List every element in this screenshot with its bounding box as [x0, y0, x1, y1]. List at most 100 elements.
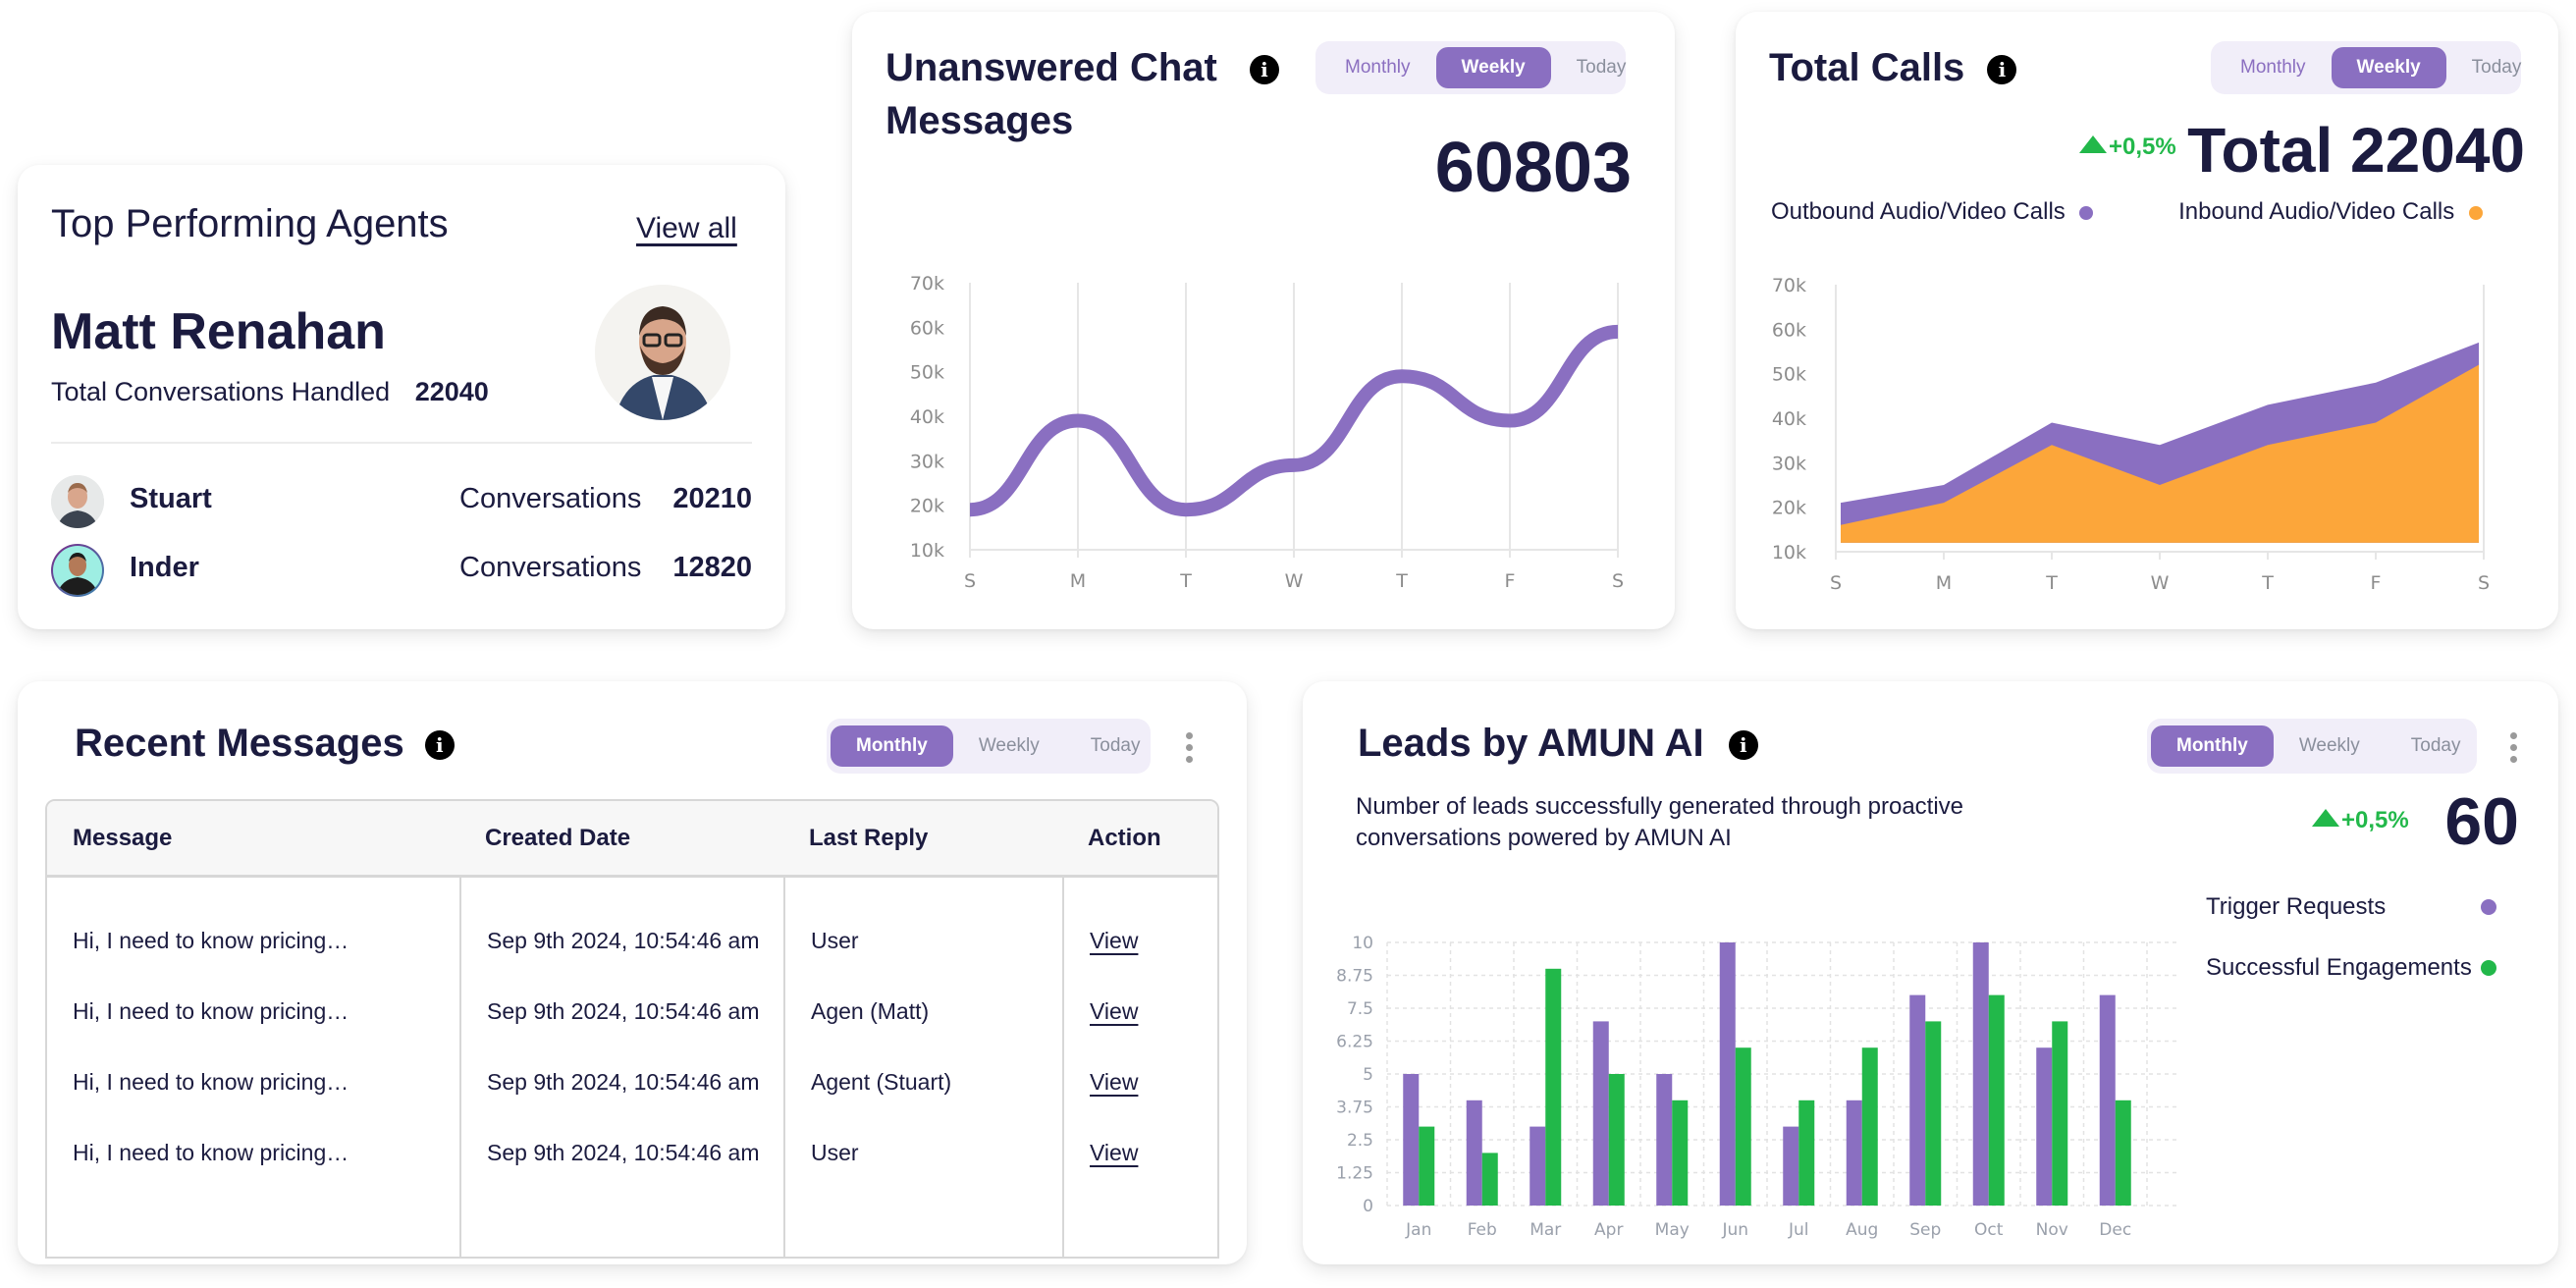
agent-name: Inder: [130, 552, 199, 583]
tab-today[interactable]: Today: [1576, 57, 1627, 78]
tab-today[interactable]: Today: [1090, 735, 1141, 756]
x-tick-label: T: [2045, 572, 2058, 594]
info-icon[interactable]: i: [1987, 55, 2017, 85]
leads-description-line: conversations powered by AMUN AI: [1356, 825, 1732, 851]
tab-weekly[interactable]: Weekly: [2298, 735, 2360, 756]
x-tick-label: May: [1655, 1220, 1690, 1240]
info-icon[interactable]: i: [1728, 730, 1758, 761]
unanswered-total: 60803: [1434, 129, 1632, 207]
bar-successful-engagements: [1481, 1153, 1498, 1206]
y-tick-label: 60k: [1772, 319, 1806, 341]
bar-trigger-requests: [2099, 994, 2116, 1206]
view-link[interactable]: View: [1090, 997, 1139, 1024]
divider: [51, 442, 752, 444]
view-all-link[interactable]: View all: [636, 212, 737, 244]
leads-card: Leads by AMUN AI i Monthly Weekly Today …: [1303, 681, 2558, 1264]
table-row: Hi, I need to know pricing… Sep 9th 2024…: [47, 1046, 1217, 1117]
calls-total: Total 22040: [2187, 115, 2525, 186]
x-tick-label: Apr: [1594, 1220, 1623, 1240]
leads-title-text: Leads by AMUN AI: [1358, 722, 1704, 765]
created-date-cell: Sep 9th 2024, 10:54:46 am: [459, 976, 783, 1046]
x-tick-label: Feb: [1468, 1220, 1497, 1240]
x-tick-label: F: [1505, 570, 1516, 592]
agent-name: Stuart: [130, 483, 212, 514]
unanswered-line-chart: 10k 20k 30k 40k 50k 60k 70k S M T W T F S: [910, 273, 1624, 592]
top-agents-title: Top Performing Agents: [51, 202, 449, 245]
bar-trigger-requests: [1403, 1074, 1420, 1206]
tab-today[interactable]: Today: [2410, 735, 2461, 756]
y-tick-label: 5: [1363, 1065, 1373, 1085]
y-tick-label: 20k: [910, 496, 944, 517]
period-toggle: Monthly Weekly Today: [1315, 41, 1626, 94]
message-cell: Hi, I need to know pricing…: [73, 1139, 349, 1165]
total-calls-area-chart: 10k 20k 30k 40k 50k 60k 70k S M T W T F S: [1772, 275, 2490, 594]
bar-successful-engagements: [1608, 1074, 1625, 1206]
tab-weekly[interactable]: Weekly: [2331, 47, 2446, 88]
y-tick-label: 30k: [1772, 453, 1806, 474]
view-link[interactable]: View: [1090, 1068, 1139, 1095]
more-options-icon[interactable]: [2506, 732, 2520, 763]
last-reply-cell: User: [783, 1117, 1062, 1188]
bar-trigger-requests: [1592, 1021, 1609, 1206]
calls-legend: Outbound Audio/Video Calls Inbound Audio…: [1771, 198, 2483, 226]
top-agents-card: Top Performing Agents View all Matt Rena…: [18, 165, 785, 629]
last-reply-cell: Agent (Stuart): [783, 1046, 1062, 1117]
recent-messages-card: Recent Messages i Monthly Weekly Today: [18, 681, 1247, 1264]
bar-trigger-requests: [1530, 1126, 1546, 1206]
trend-up-icon: [2312, 809, 2339, 827]
unanswered-title-line1: Unanswered Chat: [886, 46, 1217, 89]
y-tick-label: 8.75: [1336, 967, 1373, 987]
period-toggle: Monthly Weekly Today: [2211, 41, 2521, 94]
x-tick-label: S: [1612, 570, 1624, 592]
legend-item-successful: Successful Engagements: [2206, 954, 2520, 1015]
column-header-message[interactable]: Message: [47, 801, 459, 878]
action-cell: View: [1062, 1046, 1217, 1117]
y-tick-label: 50k: [910, 362, 944, 384]
tab-monthly[interactable]: Monthly: [2240, 57, 2306, 78]
bar-successful-engagements: [1861, 1047, 1878, 1206]
y-tick-label: 70k: [1772, 275, 1806, 296]
tab-monthly[interactable]: Monthly: [2151, 725, 2274, 767]
tab-today[interactable]: Today: [2471, 57, 2522, 78]
legend-label: Inbound Audio/Video Calls: [2178, 198, 2455, 225]
x-tick-label: T: [1395, 570, 1408, 592]
message-cell: Hi, I need to know pricing…: [73, 927, 349, 953]
bar-trigger-requests: [1719, 942, 1736, 1206]
unanswered-title-line2: Messages: [886, 99, 1074, 142]
column-header-action[interactable]: Action: [1062, 801, 1217, 878]
agent-row: Stuart Conversations 20210: [51, 475, 752, 530]
x-tick-label: S: [964, 570, 976, 592]
table-row: Hi, I need to know pricing… Sep 9th 2024…: [47, 976, 1217, 1046]
tab-monthly[interactable]: Monthly: [831, 725, 953, 767]
x-tick-label: W: [1285, 570, 1304, 592]
info-icon[interactable]: i: [424, 730, 455, 761]
tab-weekly[interactable]: Weekly: [978, 735, 1040, 756]
info-icon[interactable]: i: [1249, 55, 1279, 85]
leads-change: +0,5%: [2312, 807, 2409, 834]
tab-monthly[interactable]: Monthly: [1345, 57, 1411, 78]
column-header-last-reply[interactable]: Last Reply: [783, 801, 1062, 878]
more-options-icon[interactable]: [1182, 732, 1196, 763]
bar-successful-engagements: [1419, 1126, 1435, 1206]
recent-messages-title-text: Recent Messages: [75, 722, 404, 765]
y-tick-label: 50k: [1772, 364, 1806, 386]
created-date-cell: Sep 9th 2024, 10:54:46 am: [459, 905, 783, 976]
bar-successful-engagements: [1798, 1100, 1815, 1206]
calls-change-value: +0,5%: [2109, 134, 2176, 160]
x-tick-label: Aug: [1846, 1220, 1878, 1240]
view-link[interactable]: View: [1090, 927, 1139, 953]
x-tick-label: Dec: [2099, 1220, 2131, 1240]
x-tick-label: Nov: [2036, 1220, 2068, 1240]
tab-weekly[interactable]: Weekly: [1435, 47, 1551, 88]
y-tick-label: 10: [1352, 934, 1373, 953]
agent-avatar-stuart: [51, 475, 104, 528]
y-tick-label: 7.5: [1347, 999, 1373, 1019]
action-cell: View: [1062, 976, 1217, 1046]
agent-conversations-value: 12820: [672, 552, 752, 583]
legend-label: Successful Engagements: [2206, 954, 2472, 981]
column-header-created-date[interactable]: Created Date: [459, 801, 783, 878]
unanswered-chat-card: Unanswered Chat i Messages Monthly Weekl…: [852, 12, 1675, 629]
x-tick-label: Mar: [1530, 1220, 1561, 1240]
agent-conversations-label: Conversations: [459, 483, 642, 514]
view-link[interactable]: View: [1090, 1139, 1139, 1165]
